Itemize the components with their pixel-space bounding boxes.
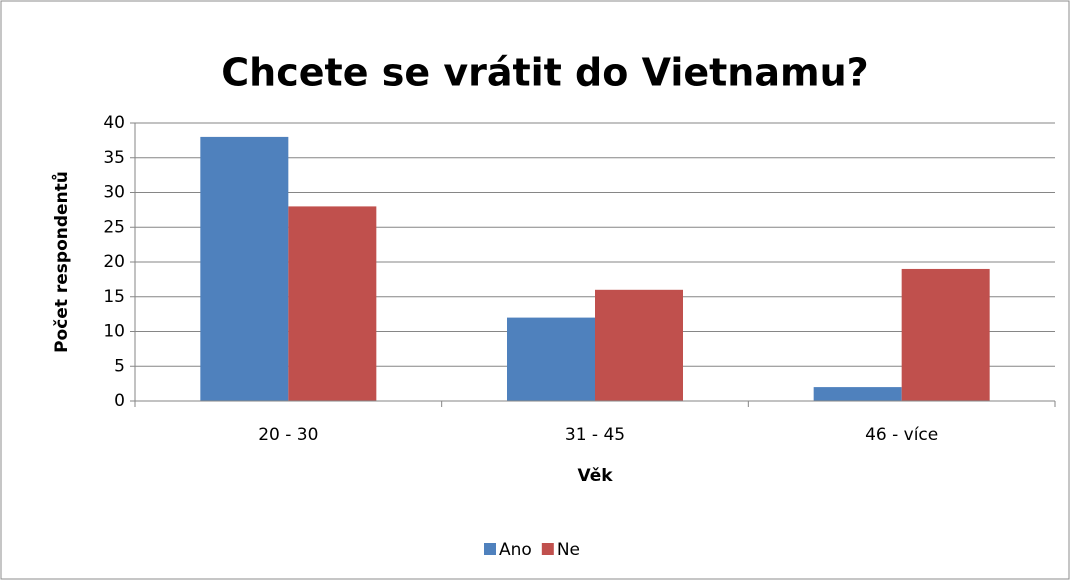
x-tick-label: 31 - 45 bbox=[565, 425, 625, 445]
y-tick-label: 25 bbox=[103, 217, 125, 237]
x-axis-label: Věk bbox=[577, 466, 613, 486]
bar bbox=[901, 268, 990, 401]
y-axis-label: Počet respondentů bbox=[50, 171, 72, 353]
bar bbox=[595, 289, 683, 401]
legend-swatch bbox=[541, 543, 554, 555]
bar bbox=[288, 206, 377, 401]
y-tick-label: 10 bbox=[103, 322, 125, 342]
chart-title: Chcete se vrátit do Vietnamu? bbox=[221, 51, 868, 95]
y-tick-label: 35 bbox=[103, 148, 125, 168]
legend-label: Ano bbox=[499, 540, 532, 560]
x-tick-label: 46 - více bbox=[865, 425, 938, 445]
y-tick-label: 20 bbox=[103, 252, 125, 272]
y-tick-label: 15 bbox=[103, 287, 125, 307]
bar bbox=[200, 136, 289, 401]
y-tick-label: 5 bbox=[114, 356, 125, 376]
x-tick-label: 20 - 30 bbox=[258, 425, 318, 445]
bar bbox=[813, 387, 902, 401]
y-tick-label: 30 bbox=[103, 183, 125, 203]
legend-swatch bbox=[484, 543, 496, 555]
bar bbox=[507, 317, 595, 401]
y-tick-label: 40 bbox=[103, 113, 125, 133]
y-tick-label: 0 bbox=[114, 391, 125, 411]
legend-label: Ne bbox=[557, 540, 580, 560]
